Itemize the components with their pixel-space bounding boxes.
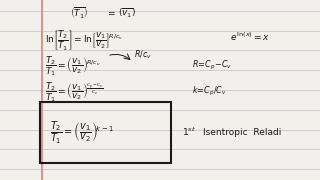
Text: $\dfrac{T_2}{T_1} = \left(\dfrac{v_1}{v_2}\right)^{\!R/c_v}$: $\dfrac{T_2}{T_1} = \left(\dfrac{v_1}{v_… — [45, 54, 100, 78]
Text: Isentropic  Reladi: Isentropic Reladi — [203, 128, 282, 137]
Text: $\ln\!\left[\dfrac{T_2}{T_1}\right] = \ln\!\left[\dfrac{v_1}{v_2}\right]^{\!R/c_: $\ln\!\left[\dfrac{T_2}{T_1}\right] = \l… — [45, 28, 123, 52]
Text: $R/c_v$: $R/c_v$ — [134, 49, 152, 61]
Text: $=$: $=$ — [106, 8, 116, 17]
Text: $1^{st}$: $1^{st}$ — [182, 126, 196, 138]
Text: $\left(\overline{T_1}\right)$: $\left(\overline{T_1}\right)$ — [70, 6, 89, 21]
Text: $\dfrac{T_2}{T_1} = \left(\dfrac{v_1}{v_2}\right)^{\!\frac{C_p-C_v}{C_v}}$: $\dfrac{T_2}{T_1} = \left(\dfrac{v_1}{v_… — [45, 80, 104, 104]
Text: $e^{\,\ln(x)} = x$: $e^{\,\ln(x)} = x$ — [230, 31, 270, 43]
Text: $\left(\overline{v_1}\right)$: $\left(\overline{v_1}\right)$ — [118, 7, 136, 20]
Text: $R\!=\!C_p\!-\!C_v$: $R\!=\!C_p\!-\!C_v$ — [192, 59, 232, 72]
Text: $k\!=\!C_p/C_v$: $k\!=\!C_p/C_v$ — [192, 85, 227, 98]
Text: $\dfrac{T_2}{T_1} = \left(\dfrac{v_1}{v_2}\right)^{\!k-1}$: $\dfrac{T_2}{T_1} = \left(\dfrac{v_1}{v_… — [50, 119, 113, 146]
